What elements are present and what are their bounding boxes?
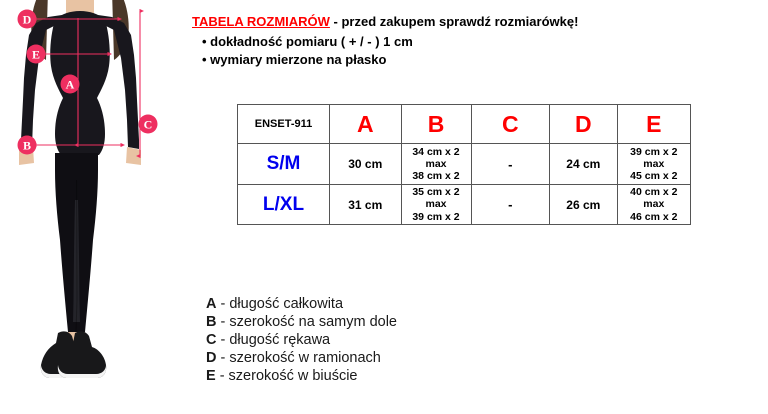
svg-text:C: C [144, 118, 153, 132]
svg-text:A: A [66, 78, 75, 92]
svg-text:D: D [23, 13, 32, 27]
svg-text:E: E [32, 48, 40, 62]
svg-text:B: B [23, 139, 31, 153]
